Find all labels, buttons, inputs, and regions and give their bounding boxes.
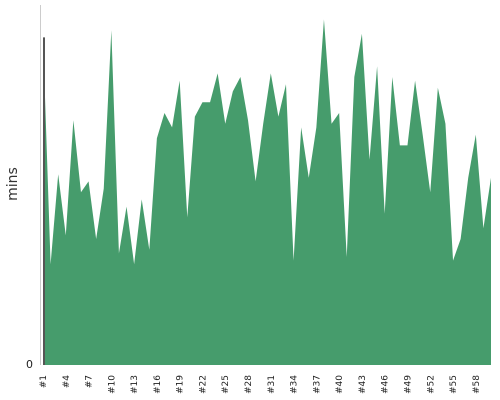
x-tick-label-49: #49 xyxy=(403,375,413,394)
x-tick-label-46: #46 xyxy=(381,375,391,394)
x-tick-label-16: #16 xyxy=(153,375,163,394)
x-tick-label-28: #28 xyxy=(244,375,254,394)
x-tick-label-19: #19 xyxy=(176,375,186,394)
x-tick-label-43: #43 xyxy=(358,375,368,394)
x-tick-label-4: #4 xyxy=(62,375,72,389)
x-tick-label-25: #25 xyxy=(221,375,231,394)
x-tick-label-31: #31 xyxy=(267,375,277,394)
x-tick-labels: #1 #4 #7 #10 #13 #16 #19 #22 #25 #28 #31 #34 #37 #40 #… xyxy=(39,375,482,394)
x-tick-label-10: #10 xyxy=(107,375,117,394)
y-axis-title: mins xyxy=(5,167,21,201)
x-tick-label-34: #34 xyxy=(290,375,300,394)
x-tick-label-37: #37 xyxy=(312,375,322,394)
x-tick-label-1: #1 xyxy=(39,375,49,388)
x-tick-label-58: #58 xyxy=(472,375,482,394)
x-tick-label-7: #7 xyxy=(85,375,95,388)
series-layer xyxy=(43,19,491,366)
x-tick-label-55: #55 xyxy=(449,375,459,394)
x-tick-label-40: #40 xyxy=(335,375,345,394)
x-tick-label-52: #52 xyxy=(426,375,436,394)
area-series xyxy=(43,19,491,366)
x-tick-label-22: #22 xyxy=(198,375,208,394)
x-tick-label-13: #13 xyxy=(130,375,140,394)
y-tick-label-0: 0 xyxy=(26,358,33,371)
